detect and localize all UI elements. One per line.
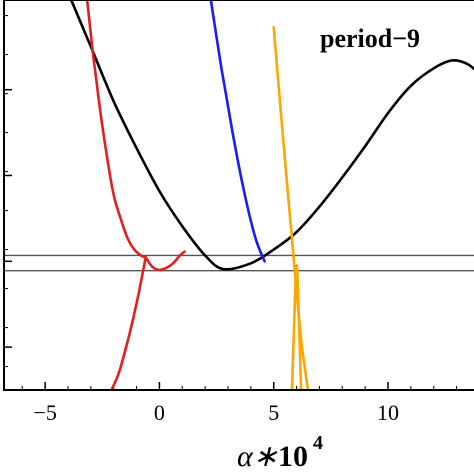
series-line <box>209 0 266 263</box>
x-tick-label: 10 <box>377 400 399 425</box>
series-line <box>144 250 186 272</box>
x-tick-labels: −5 0 5 10 <box>33 400 399 425</box>
annotation-label: period−9 <box>320 24 420 53</box>
series-line <box>110 256 147 390</box>
x-tick-label: 5 <box>268 400 279 425</box>
curves <box>69 0 474 390</box>
xlabel-exponent: 4 <box>313 432 323 454</box>
xlabel-base: α∗ <box>237 440 278 473</box>
series-line <box>85 0 147 259</box>
xlabel-exp-base: 10 <box>278 440 308 473</box>
x-tick-label: −5 <box>33 400 56 425</box>
reference-lines <box>4 254 474 272</box>
series-line <box>69 0 474 271</box>
x-tick-label: 0 <box>154 400 165 425</box>
tick-marks <box>4 15 458 390</box>
x-axis-label: α∗ 10 4 <box>237 432 323 473</box>
series-line <box>290 263 303 390</box>
plot-frame <box>3 0 474 391</box>
series-line <box>272 26 310 390</box>
